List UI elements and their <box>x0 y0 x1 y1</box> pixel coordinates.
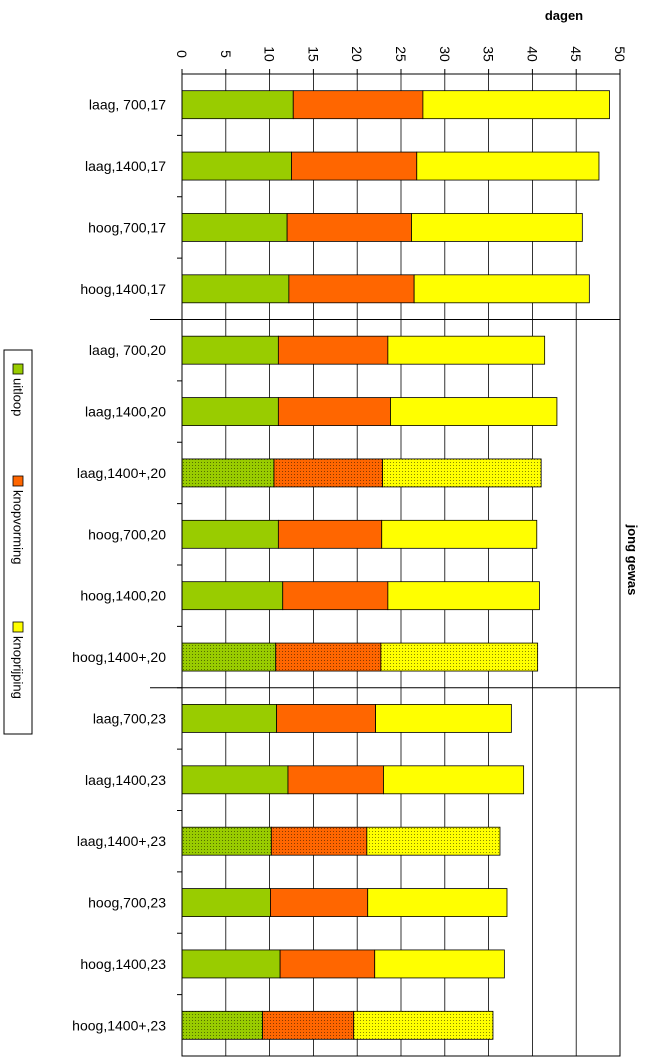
legend: uitloop knopvorming knoprijping <box>3 349 33 735</box>
bar-segment-knoprijping <box>387 581 540 611</box>
category-labels: laag, 700,17 laag,1400,17 hoog,700,17 hoog,… <box>72 97 166 1034</box>
x-tick-label: 45 <box>568 46 584 62</box>
category-label: hoog,700,20 <box>88 526 166 542</box>
bar-segment-knopvorming <box>279 949 376 979</box>
category-label: hoog,1400,17 <box>80 281 166 297</box>
bar-segment-uitloop <box>181 949 281 979</box>
legend-swatch-uitloop <box>12 363 24 375</box>
axes <box>150 69 621 1057</box>
bar-texture <box>182 458 274 487</box>
bar-texture <box>366 827 500 856</box>
x-tick-label: 30 <box>437 46 453 62</box>
bar-segment-knoprijping <box>387 335 546 365</box>
legend-swatch-knopvorming <box>12 475 24 487</box>
bar-texture <box>273 458 383 487</box>
bar-segment-uitloop <box>181 397 279 426</box>
category-label: hoog,700,17 <box>88 219 166 235</box>
category-label: hoog,1400+,23 <box>72 1017 166 1033</box>
category-label: laag,1400,20 <box>85 404 166 420</box>
x-tick-label: 0 <box>174 50 190 58</box>
category-label: hoog,700,23 <box>88 895 166 911</box>
category-label: laag, 700,17 <box>89 97 166 113</box>
category-label: hoog,1400+,20 <box>72 649 166 665</box>
bar-segment-uitloop <box>181 581 284 611</box>
bar-segment-uitloop <box>181 519 279 549</box>
legend-box <box>3 349 33 735</box>
bar-texture <box>353 1011 493 1040</box>
x-tick-label: 15 <box>305 46 321 62</box>
category-label: laag,1400+,23 <box>77 833 166 849</box>
bar-segment-knoprijping <box>374 949 505 979</box>
bar-segment-uitloop <box>181 274 290 304</box>
bar-segment-knopvorming <box>287 765 384 795</box>
bar-segment-knoprijping <box>411 213 583 242</box>
x-tick-label: 40 <box>524 46 540 62</box>
category-label: laag,700,23 <box>93 710 166 726</box>
bar-texture <box>380 643 538 672</box>
x-tick-label: 5 <box>218 50 234 58</box>
bar-segment-knopvorming <box>277 335 389 365</box>
legend-swatch-knoprijping <box>12 621 24 633</box>
x-tick-label: 25 <box>393 46 409 62</box>
bar-segment-uitloop <box>181 335 279 365</box>
bar-segment-knopvorming <box>277 397 391 426</box>
x-axis-title: dagen <box>545 8 583 23</box>
bar-segment-knopvorming <box>277 519 383 549</box>
bar-segment-knoprijping <box>383 765 525 795</box>
bar-texture <box>382 458 542 487</box>
bar-texture <box>275 643 381 672</box>
bar-segment-knopvorming <box>276 704 376 733</box>
group-label: jong gewas <box>625 524 640 596</box>
bar-segment-knoprijping <box>422 90 610 120</box>
category-label: laag,1400,23 <box>85 772 166 788</box>
bar-texture <box>182 1011 263 1040</box>
bar-segment-knoprijping <box>390 397 558 426</box>
category-label: hoog,1400,23 <box>80 956 166 972</box>
bar-segment-knoprijping <box>413 274 590 304</box>
legend-label-knopvorming: knopvorming <box>11 490 26 564</box>
bar-segment-knoprijping <box>416 151 600 181</box>
bar-texture <box>182 827 272 856</box>
tick-labels: 0 5 10 15 20 25 30 35 40 45 50 <box>174 46 628 62</box>
bar-segment-uitloop <box>181 90 294 120</box>
category-label: laag, 700,20 <box>89 342 166 358</box>
bar-segment-knopvorming <box>292 90 424 120</box>
bars <box>181 90 610 1040</box>
bar-segment-uitloop <box>181 765 289 795</box>
bar-segment-uitloop <box>181 151 292 181</box>
bar-segment-knopvorming <box>288 274 415 304</box>
category-label: laag,1400+,20 <box>77 465 166 481</box>
bar-segment-knoprijping <box>375 704 512 733</box>
bar-segment-knopvorming <box>270 888 369 917</box>
legend-label-knoprijping: knoprijping <box>11 636 26 699</box>
bar-texture <box>271 827 367 856</box>
legend-label-uitloop: uitloop <box>11 378 26 416</box>
x-tick-label: 35 <box>481 46 497 62</box>
bar-segment-knopvorming <box>286 213 412 242</box>
x-tick-label: 20 <box>349 46 365 62</box>
bar-segment-uitloop <box>181 888 271 917</box>
bar-segment-uitloop <box>181 213 288 242</box>
x-tick-label: 10 <box>262 46 278 62</box>
category-label: laag,1400,17 <box>85 158 166 174</box>
bar-segment-uitloop <box>181 704 278 733</box>
bar-segment-knopvorming <box>291 151 418 181</box>
x-tick-label: 50 <box>612 46 628 62</box>
bar-segment-knopvorming <box>282 581 389 611</box>
bar-texture <box>182 643 276 672</box>
bar-segment-knoprijping <box>381 519 538 549</box>
category-label: hoog,1400,20 <box>80 588 166 604</box>
bar-texture <box>262 1011 354 1040</box>
bar-segment-knoprijping <box>367 888 508 917</box>
